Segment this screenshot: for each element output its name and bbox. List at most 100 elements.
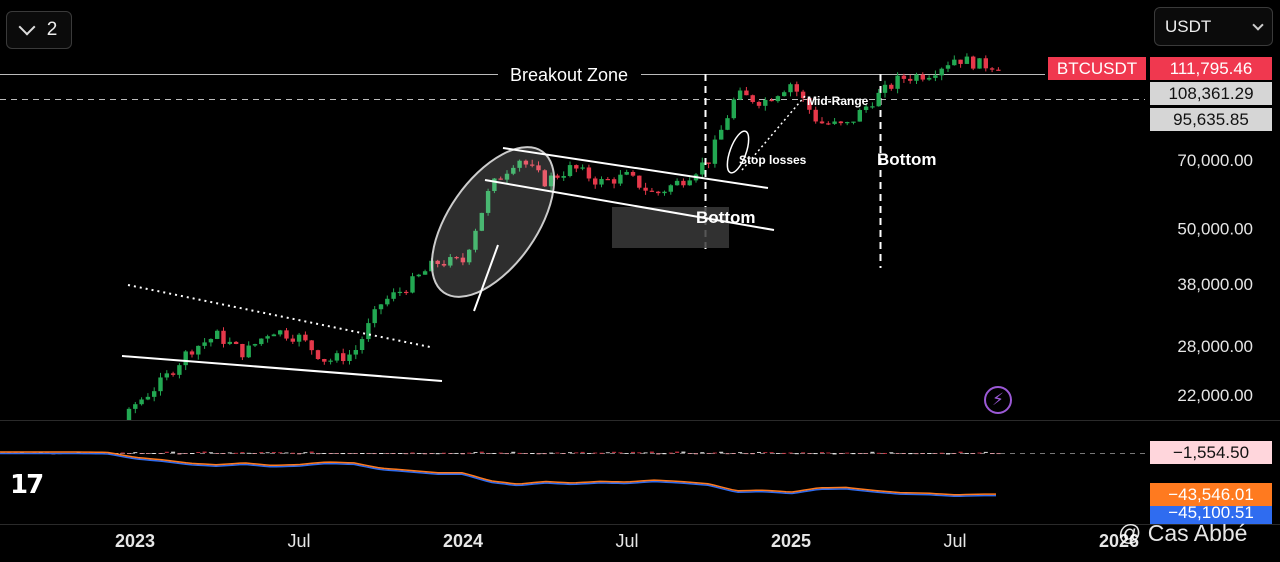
x-tick-label: 2024 xyxy=(443,531,483,551)
macd-hist-bar xyxy=(391,453,396,454)
candle-body xyxy=(530,164,535,166)
y-tick-label: 70,000.00 xyxy=(1177,151,1253,170)
candle-body xyxy=(492,178,497,192)
macd-hist-bar xyxy=(498,452,503,454)
y-axis[interactable]: 70,000.00 50,000.00 38,000.00 28,000.00 22,0… xyxy=(1177,151,1253,405)
macd-hist-bar xyxy=(454,452,459,454)
macd-hist-bar xyxy=(826,452,831,454)
macd-hist-bar xyxy=(133,452,138,454)
macd-hist-bar xyxy=(404,453,409,455)
macd-hist-bar xyxy=(763,452,768,454)
x-axis[interactable]: 2023 Jul 2024 Jul 2025 Jul 2026 xyxy=(115,531,1139,551)
macd-hist-bar xyxy=(303,452,308,454)
macd-hist-bar xyxy=(612,451,617,453)
candle-body xyxy=(775,96,781,102)
x-tick-label: 2025 xyxy=(771,531,811,551)
candle-body xyxy=(341,353,346,361)
lightning-icon[interactable]: ⚡ xyxy=(984,386,1012,414)
candle-body xyxy=(221,330,226,344)
macd-hist-bar xyxy=(618,452,623,454)
macd-hist-bar xyxy=(309,451,314,453)
candle-body xyxy=(359,339,365,351)
candle-body xyxy=(662,191,667,194)
candle-body xyxy=(378,304,384,310)
macd-hist-bar xyxy=(460,453,465,455)
candle-body xyxy=(926,77,932,80)
macd-hist-bar xyxy=(542,453,547,455)
macd-hist-bar xyxy=(171,451,176,453)
candle-body xyxy=(454,257,459,259)
macd-hist-bar xyxy=(259,452,264,454)
macd-hist-bar xyxy=(990,453,995,454)
candle-body xyxy=(133,404,138,409)
candle-body xyxy=(939,68,944,76)
macd-hist-bar xyxy=(530,453,535,454)
macd-hist-bar xyxy=(523,453,528,454)
candle-body xyxy=(246,345,251,358)
candle-body xyxy=(215,330,220,339)
candle-body xyxy=(196,345,201,355)
currency-select[interactable]: USDT xyxy=(1154,7,1273,46)
candle-body xyxy=(977,58,982,69)
candle-body xyxy=(706,162,711,164)
macd-hist-bar xyxy=(253,453,257,454)
candle-body xyxy=(498,178,503,180)
candle-body xyxy=(637,175,642,188)
candle-body xyxy=(952,59,957,66)
candle-body xyxy=(889,84,894,89)
candle-body xyxy=(933,75,938,78)
macd-hist-bar xyxy=(341,453,346,455)
macd-hist-bar xyxy=(347,453,352,454)
layout-toggle-button[interactable]: 2 xyxy=(6,11,72,49)
macd-hist-bar xyxy=(397,453,402,454)
macd-hist-bar xyxy=(675,451,680,453)
macd-hist-bar xyxy=(971,453,976,454)
macd-hist-bar xyxy=(385,453,390,454)
macd-hist-bar xyxy=(605,452,610,454)
candle-body xyxy=(240,343,245,358)
macd-hist-bar xyxy=(152,453,157,454)
macd-hist-bar xyxy=(700,452,705,454)
stop-losses-label: Stop losses xyxy=(739,153,807,167)
candle-body xyxy=(914,74,919,81)
macd-hist-bar xyxy=(920,453,925,454)
candle-body xyxy=(618,174,623,184)
level-tag-1: 108,361.29 xyxy=(1150,82,1272,105)
macd-hist-bar xyxy=(933,453,938,454)
macd-hist-bar xyxy=(757,451,761,453)
level-tag-2: 95,635.85 xyxy=(1150,108,1272,131)
macd-hist-bar xyxy=(857,453,862,454)
candle-body xyxy=(719,129,724,140)
macd-hist-bar xyxy=(593,452,598,454)
candle-body xyxy=(139,399,144,405)
macd-hist-bar xyxy=(183,453,188,454)
candle-body xyxy=(473,230,478,250)
macd-hist-bar xyxy=(599,452,604,454)
candle-body xyxy=(290,338,295,342)
candle-body xyxy=(870,106,875,108)
candle-body xyxy=(857,110,862,122)
macd-hist-bar xyxy=(234,452,239,454)
candle-body xyxy=(580,167,585,169)
macd-hist-bar xyxy=(505,453,509,455)
macd-hist-bar xyxy=(278,452,283,454)
candle-body xyxy=(284,330,289,339)
macd-hist-bar xyxy=(996,453,1001,455)
candle-body xyxy=(561,175,566,178)
rally-trendline xyxy=(473,244,499,312)
candle-body xyxy=(611,179,617,184)
macd-hist-bar xyxy=(782,452,787,454)
candle-body xyxy=(448,257,453,266)
macd-hist-bar xyxy=(876,452,881,454)
macd-hist-bar xyxy=(624,453,629,454)
macd-hist-bar xyxy=(712,452,717,454)
macd-hist-bar xyxy=(442,452,446,454)
x-tick-label: Jul xyxy=(943,531,966,551)
candle-body xyxy=(845,122,850,124)
candle-body xyxy=(643,187,648,191)
candle-body xyxy=(624,171,629,175)
candle-body xyxy=(177,365,182,375)
macd-hist-bar xyxy=(379,453,383,454)
macd-hist-bar xyxy=(631,451,635,453)
